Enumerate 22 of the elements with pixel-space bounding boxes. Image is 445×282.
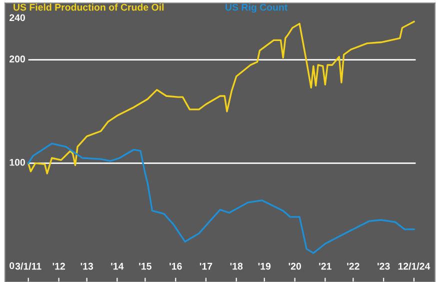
y-tick-label: 200 (10, 56, 25, 62)
y-tick-label: 0 (10, 262, 14, 270)
line-series (28, 142, 415, 254)
x-tick-label: '20 (288, 262, 302, 270)
x-tick-label: '23 (378, 262, 390, 270)
x-tick-label: '13 (80, 262, 94, 270)
text: US Field Production of Crude Oil (14, 4, 164, 11)
x-tick-label: '19 (258, 262, 271, 270)
y-tick-label: 100 (10, 158, 25, 166)
line-series (28, 20, 415, 174)
x-tick-label: 12/1/24 (398, 262, 430, 270)
x-tick-label: '12 (52, 262, 65, 270)
x-tick-label: '14 (111, 262, 124, 270)
x-tick-label: '21 (319, 262, 332, 270)
text: US Rig Count (226, 4, 288, 13)
y-tick-label: 240 (10, 14, 25, 22)
x-tick-label: 3/1/11 (15, 262, 42, 270)
x-tick-label: '15 (139, 262, 152, 270)
x-tick-label: '18 (230, 262, 243, 270)
x-tick-label: '22 (347, 262, 360, 270)
x-tick-label: '16 (170, 262, 182, 270)
x-tick-label: '17 (200, 262, 212, 270)
